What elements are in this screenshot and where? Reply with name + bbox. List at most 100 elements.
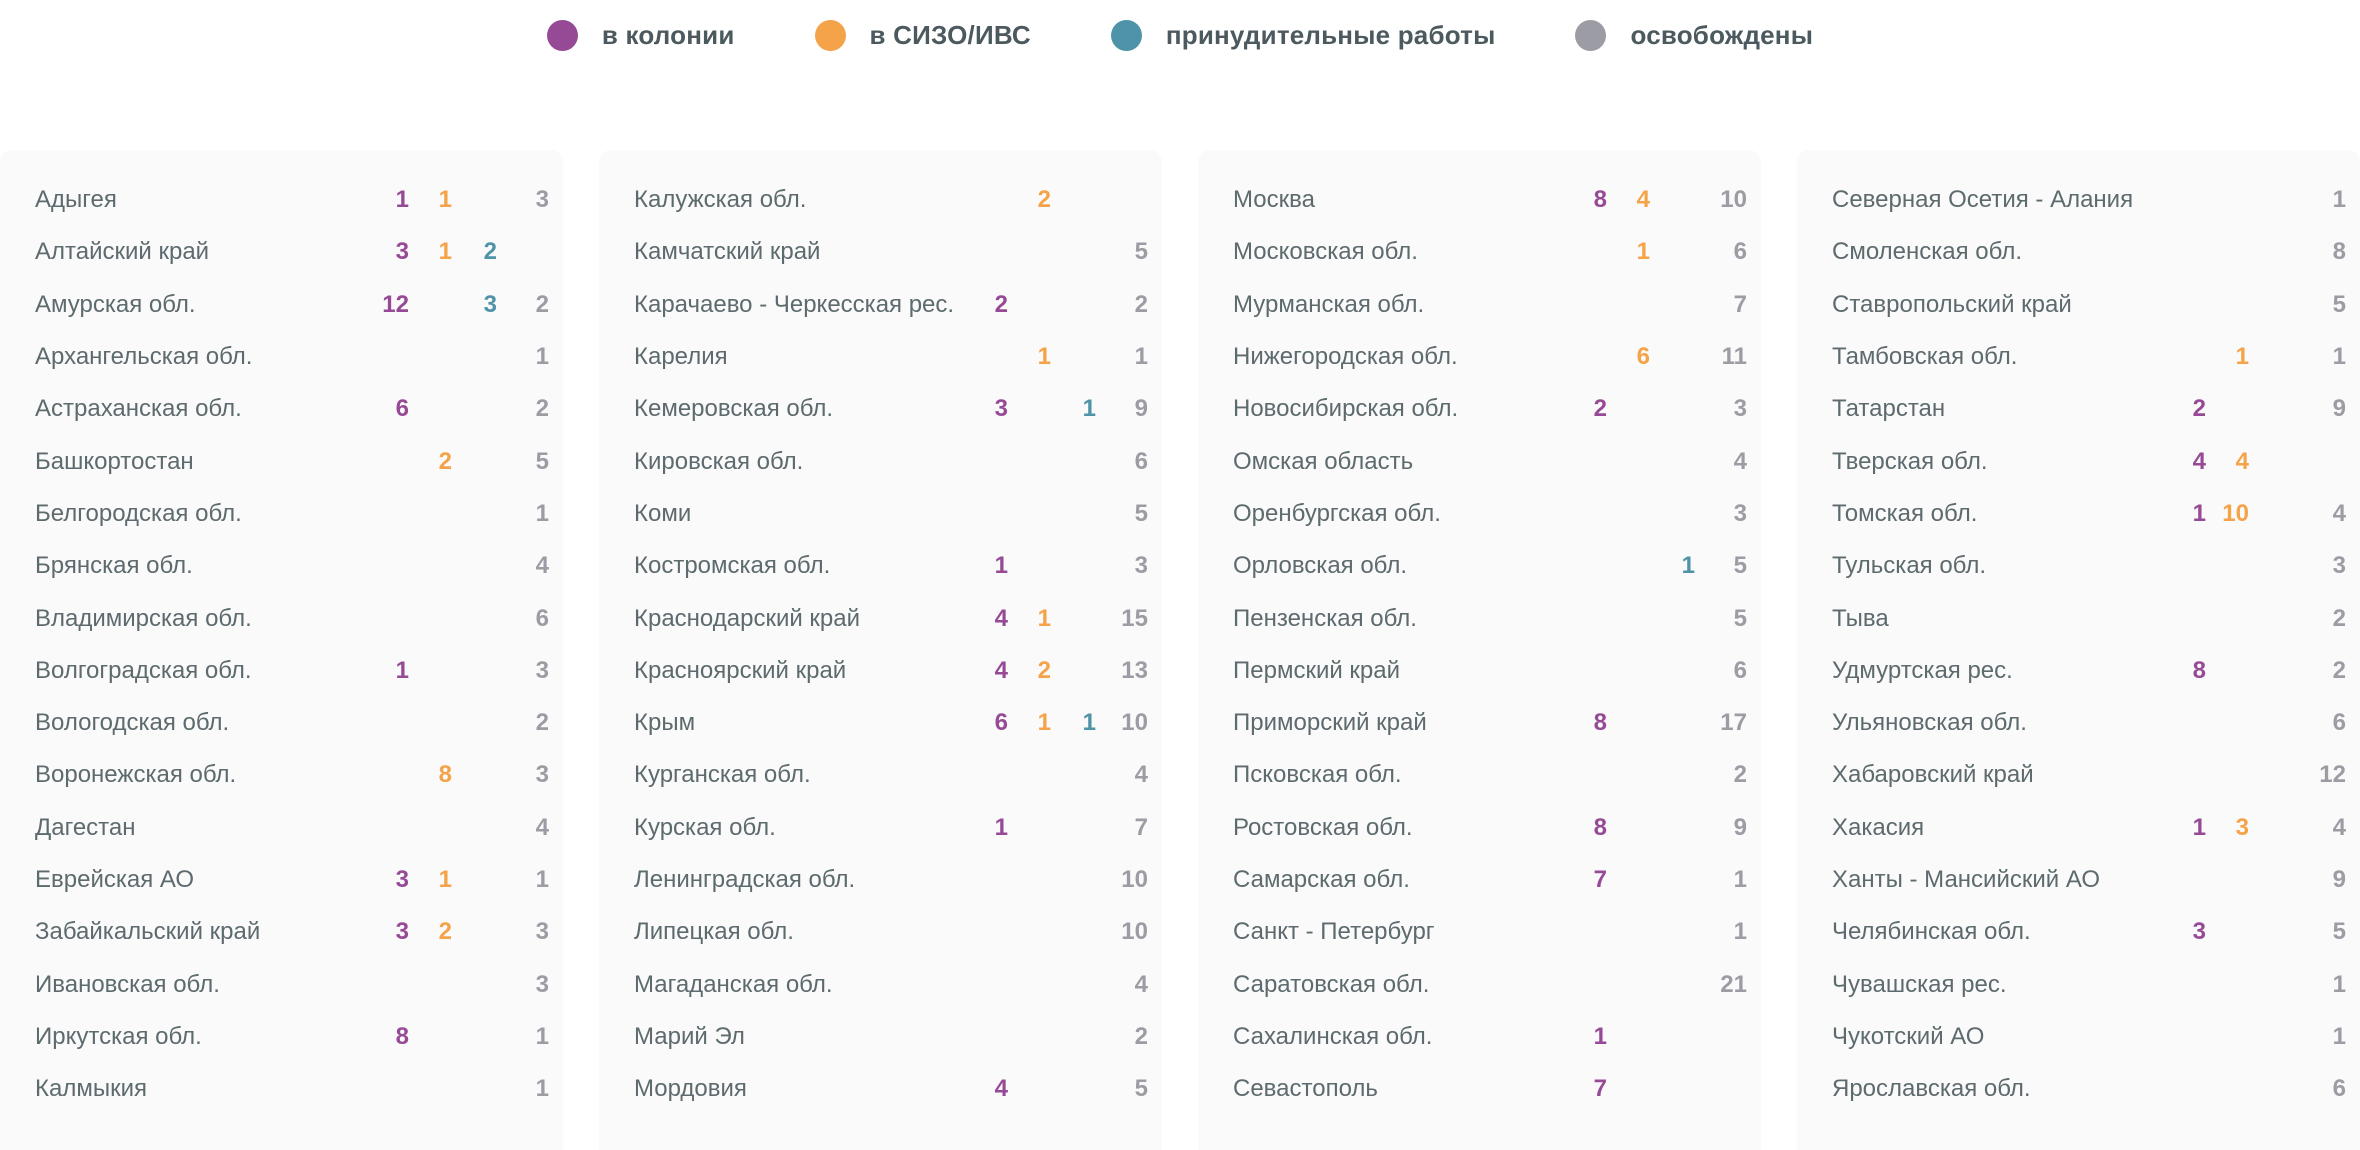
count-released: 2: [1134, 1022, 1148, 1050]
count-released: 11: [1721, 343, 1747, 371]
region-name: Волгоградская обл.: [35, 656, 252, 684]
region-name: Санкт - Петербург: [1233, 918, 1435, 946]
legend-item: освобождены: [1575, 19, 1814, 51]
region-name: Хакасия: [1832, 813, 1925, 841]
region-name: Пермский край: [1233, 656, 1401, 684]
region-name: Тыва: [1832, 604, 1889, 632]
table-row: Хакасия 1 3 4: [1797, 802, 2360, 854]
count-forced: 2: [483, 238, 497, 266]
count-colony: 3: [395, 866, 409, 893]
table-row: Томская обл. 1 10 4: [1797, 488, 2360, 540]
count-colony: 3: [2192, 918, 2206, 946]
legend-label: принудительные работы: [1165, 19, 1496, 50]
region-name: Ханты - Мансийский АО: [1832, 866, 2100, 893]
count-colony: 6: [395, 395, 409, 423]
region-name: Владимирская обл.: [35, 604, 252, 632]
count-released: 2: [535, 709, 549, 737]
region-name: Московская обл.: [1233, 238, 1418, 266]
region-name: Крым: [634, 709, 696, 737]
count-colony: 7: [1593, 866, 1607, 893]
region-name: Архангельская обл.: [35, 343, 253, 371]
table-row: Калужская обл. 2: [599, 174, 1162, 226]
table-row: Белгородская обл. 1: [0, 488, 563, 540]
legend-label: в СИЗО/ИВС: [869, 19, 1031, 50]
count-colony: 4: [2192, 447, 2206, 475]
region-name: Алтайский край: [35, 238, 210, 266]
count-sizo: 1: [1037, 343, 1051, 371]
table-row: Орловская обл. 1 5: [1198, 540, 1761, 592]
count-released: 4: [1134, 970, 1148, 998]
table-row: Кемеровская обл. 3 1 9: [599, 383, 1162, 435]
region-name: Камчатский край: [634, 238, 821, 266]
region-name: Адыгея: [35, 186, 117, 214]
count-released: 4: [535, 552, 549, 580]
table-row: Краснодарский край 4 1 15: [599, 592, 1162, 644]
table-row: Пензенская обл. 5: [1198, 592, 1761, 644]
table-row: Курская обл. 1 7: [599, 802, 1162, 854]
count-released: 1: [2332, 186, 2346, 214]
region-name: Карелия: [634, 343, 728, 371]
legend-dot-sizo-icon: [814, 19, 846, 51]
count-released: 6: [2332, 709, 2346, 737]
region-name: Магаданская обл.: [634, 970, 833, 998]
region-card-3: Москва 8 4 10 Московская обл. 1 6 Мурман…: [1198, 150, 1761, 1150]
table-row: Липецкая обл. 10: [599, 906, 1162, 958]
count-released: 3: [535, 656, 549, 684]
count-released: 3: [535, 761, 549, 789]
table-row: Владимирская обл. 6: [0, 592, 563, 644]
region-name: Брянская обл.: [35, 552, 193, 580]
table-row: Саратовская обл. 21: [1198, 958, 1761, 1010]
region-name: Ростовская обл.: [1233, 813, 1413, 841]
count-colony: 1: [1593, 1022, 1607, 1050]
table-row: Мурманская обл. 7: [1198, 279, 1761, 331]
region-name: Орловская обл.: [1233, 552, 1408, 580]
table-row: Иркутская обл. 8 1: [0, 1011, 563, 1063]
count-released: 2: [535, 290, 549, 318]
region-name: Оренбургская обл.: [1233, 499, 1441, 527]
table-row: Санкт - Петербург 1: [1198, 906, 1761, 958]
table-row: Смоленская обл. 8: [1797, 226, 2360, 278]
count-sizo: 2: [438, 918, 452, 946]
count-sizo: 1: [1636, 238, 1650, 266]
table-row: Ставропольский край 5: [1797, 279, 2360, 331]
table-row: Алтайский край 3 1 2: [0, 226, 563, 278]
region-name: Забайкальский край: [35, 918, 261, 946]
count-sizo: 2: [1037, 186, 1051, 214]
count-colony: 7: [1593, 1075, 1607, 1103]
count-released: 5: [1733, 604, 1747, 632]
count-released: 2: [2332, 656, 2346, 684]
table-row: Пермский край 6: [1198, 645, 1761, 697]
count-sizo: 1: [438, 866, 452, 893]
count-colony: 4: [994, 656, 1008, 684]
legend-item: в колонии: [546, 19, 735, 51]
region-name: Астраханская обл.: [35, 395, 242, 423]
table-row: Воронежская обл. 8 3: [0, 749, 563, 801]
region-name: Ставропольский край: [1832, 290, 2072, 318]
count-released: 17: [1720, 709, 1747, 737]
count-colony: 4: [994, 1075, 1008, 1103]
table-row: Карачаево - Черкесская рес. 2 2: [599, 279, 1162, 331]
count-released: 12: [2319, 761, 2346, 789]
count-sizo: 8: [438, 761, 452, 789]
table-row: Удмуртская рес. 8 2: [1797, 645, 2360, 697]
region-name: Тверская обл.: [1832, 447, 1988, 475]
count-colony: 3: [395, 918, 409, 946]
region-name: Псковская обл.: [1233, 761, 1402, 789]
count-released: 1: [2332, 1022, 2346, 1050]
region-name: Краснодарский край: [634, 604, 861, 632]
table-row: Приморский край 8 17: [1198, 697, 1761, 749]
count-colony: 4: [994, 604, 1008, 632]
legend-label: освобождены: [1630, 19, 1814, 50]
region-name: Томская обл.: [1832, 499, 1978, 527]
table-row: Мордовия 4 5: [599, 1063, 1162, 1115]
region-name: Дагестан: [35, 813, 136, 841]
table-row: Челябинская обл. 3 5: [1797, 906, 2360, 958]
table-row: Дагестан 4: [0, 802, 563, 854]
table-row: Волгоградская обл. 1 3: [0, 645, 563, 697]
region-name: Кировская обл.: [634, 447, 804, 475]
table-row: Татарстан 2 9: [1797, 383, 2360, 435]
table-row: Вологодская обл. 2: [0, 697, 563, 749]
region-name: Хабаровский край: [1832, 761, 2034, 789]
table-row: Еврейская АО 3 1 1: [0, 854, 563, 906]
